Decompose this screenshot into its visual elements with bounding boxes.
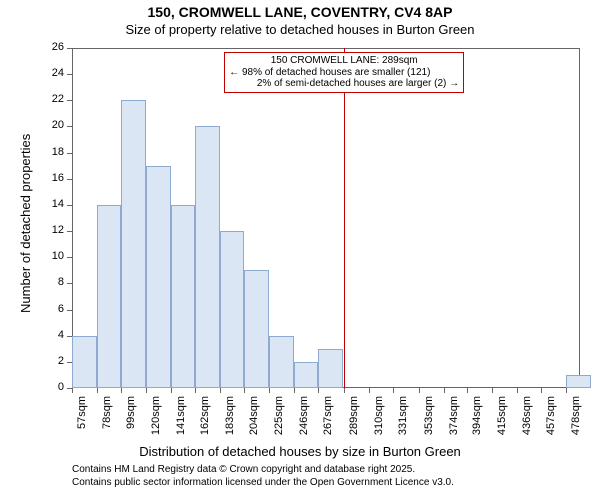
x-tick-label: 183sqm (224, 396, 236, 444)
footer-line-1: Contains HM Land Registry data © Crown c… (72, 464, 415, 475)
y-tick (67, 257, 72, 258)
y-tick (67, 310, 72, 311)
y-axis-label: Number of detached properties (18, 134, 33, 313)
y-tick (67, 231, 72, 232)
y-tick-label: 20 (42, 119, 64, 131)
annotation-callout: 150 CROMWELL LANE: 289sqm← 98% of detach… (224, 52, 464, 93)
x-tick-label: 289sqm (348, 396, 360, 444)
y-tick-label: 18 (42, 146, 64, 158)
property-marker-line (344, 48, 345, 388)
x-tick-label: 57sqm (76, 396, 88, 444)
x-tick-label: 162sqm (199, 396, 211, 444)
x-axis-label: Distribution of detached houses by size … (0, 444, 600, 459)
y-tick-label: 16 (42, 172, 64, 184)
x-tick (492, 388, 493, 393)
x-tick-label: 353sqm (423, 396, 435, 444)
x-tick (344, 388, 345, 393)
y-tick-label: 26 (42, 41, 64, 53)
histogram-bar (121, 100, 146, 388)
y-tick-label: 2 (42, 355, 64, 367)
y-tick-label: 14 (42, 198, 64, 210)
y-tick (67, 100, 72, 101)
histogram-bar (72, 336, 97, 388)
x-tick (467, 388, 468, 393)
chart-title: 150, CROMWELL LANE, COVENTRY, CV4 8AP (0, 4, 600, 20)
y-tick (67, 283, 72, 284)
annotation-line: ← 98% of detached houses are smaller (12… (229, 67, 459, 79)
y-tick-label: 22 (42, 93, 64, 105)
x-tick-label: 141sqm (175, 396, 187, 444)
y-tick (67, 126, 72, 127)
x-tick-label: 78sqm (101, 396, 113, 444)
x-tick (566, 388, 567, 393)
histogram-bar (220, 231, 245, 388)
x-tick (318, 388, 319, 393)
y-tick (67, 179, 72, 180)
x-tick-label: 415sqm (496, 396, 508, 444)
y-tick-label: 8 (42, 276, 64, 288)
x-tick (220, 388, 221, 393)
x-tick-label: 331sqm (397, 396, 409, 444)
histogram-bar (171, 205, 196, 388)
property-size-histogram: 150, CROMWELL LANE, COVENTRY, CV4 8AP Si… (0, 0, 600, 500)
y-tick-label: 10 (42, 250, 64, 262)
x-tick (393, 388, 394, 393)
histogram-bar (566, 375, 591, 388)
y-tick-label: 6 (42, 303, 64, 315)
y-tick-label: 24 (42, 67, 64, 79)
histogram-bar (318, 349, 343, 388)
x-tick (72, 388, 73, 393)
x-tick-label: 246sqm (298, 396, 310, 444)
y-tick (67, 48, 72, 49)
histogram-bar (195, 126, 220, 388)
x-tick (369, 388, 370, 393)
chart-subtitle: Size of property relative to detached ho… (0, 22, 600, 37)
x-tick (294, 388, 295, 393)
histogram-bar (97, 205, 122, 388)
histogram-bar (146, 166, 171, 388)
x-tick-label: 374sqm (448, 396, 460, 444)
x-tick-label: 310sqm (373, 396, 385, 444)
x-tick (244, 388, 245, 393)
y-tick-label: 12 (42, 224, 64, 236)
x-tick (517, 388, 518, 393)
y-tick (67, 153, 72, 154)
histogram-bar (269, 336, 294, 388)
x-tick-label: 394sqm (471, 396, 483, 444)
x-tick (269, 388, 270, 393)
x-tick (419, 388, 420, 393)
x-tick (541, 388, 542, 393)
x-tick (121, 388, 122, 393)
x-tick-label: 478sqm (570, 396, 582, 444)
y-tick-label: 0 (42, 381, 64, 393)
x-tick (195, 388, 196, 393)
annotation-line: 2% of semi-detached houses are larger (2… (229, 78, 459, 90)
histogram-bar (244, 270, 269, 388)
x-tick-label: 436sqm (521, 396, 533, 444)
y-tick (67, 205, 72, 206)
x-tick-label: 267sqm (322, 396, 334, 444)
x-tick-label: 204sqm (248, 396, 260, 444)
x-tick-label: 120sqm (150, 396, 162, 444)
y-tick (67, 74, 72, 75)
x-tick-label: 99sqm (125, 396, 137, 444)
annotation-line: 150 CROMWELL LANE: 289sqm (229, 55, 459, 67)
x-tick (97, 388, 98, 393)
histogram-bar (294, 362, 319, 388)
footer-line-2: Contains public sector information licen… (72, 477, 454, 488)
x-tick-label: 457sqm (545, 396, 557, 444)
x-tick (171, 388, 172, 393)
x-tick (146, 388, 147, 393)
y-tick-label: 4 (42, 329, 64, 341)
x-tick-label: 225sqm (273, 396, 285, 444)
x-tick (444, 388, 445, 393)
